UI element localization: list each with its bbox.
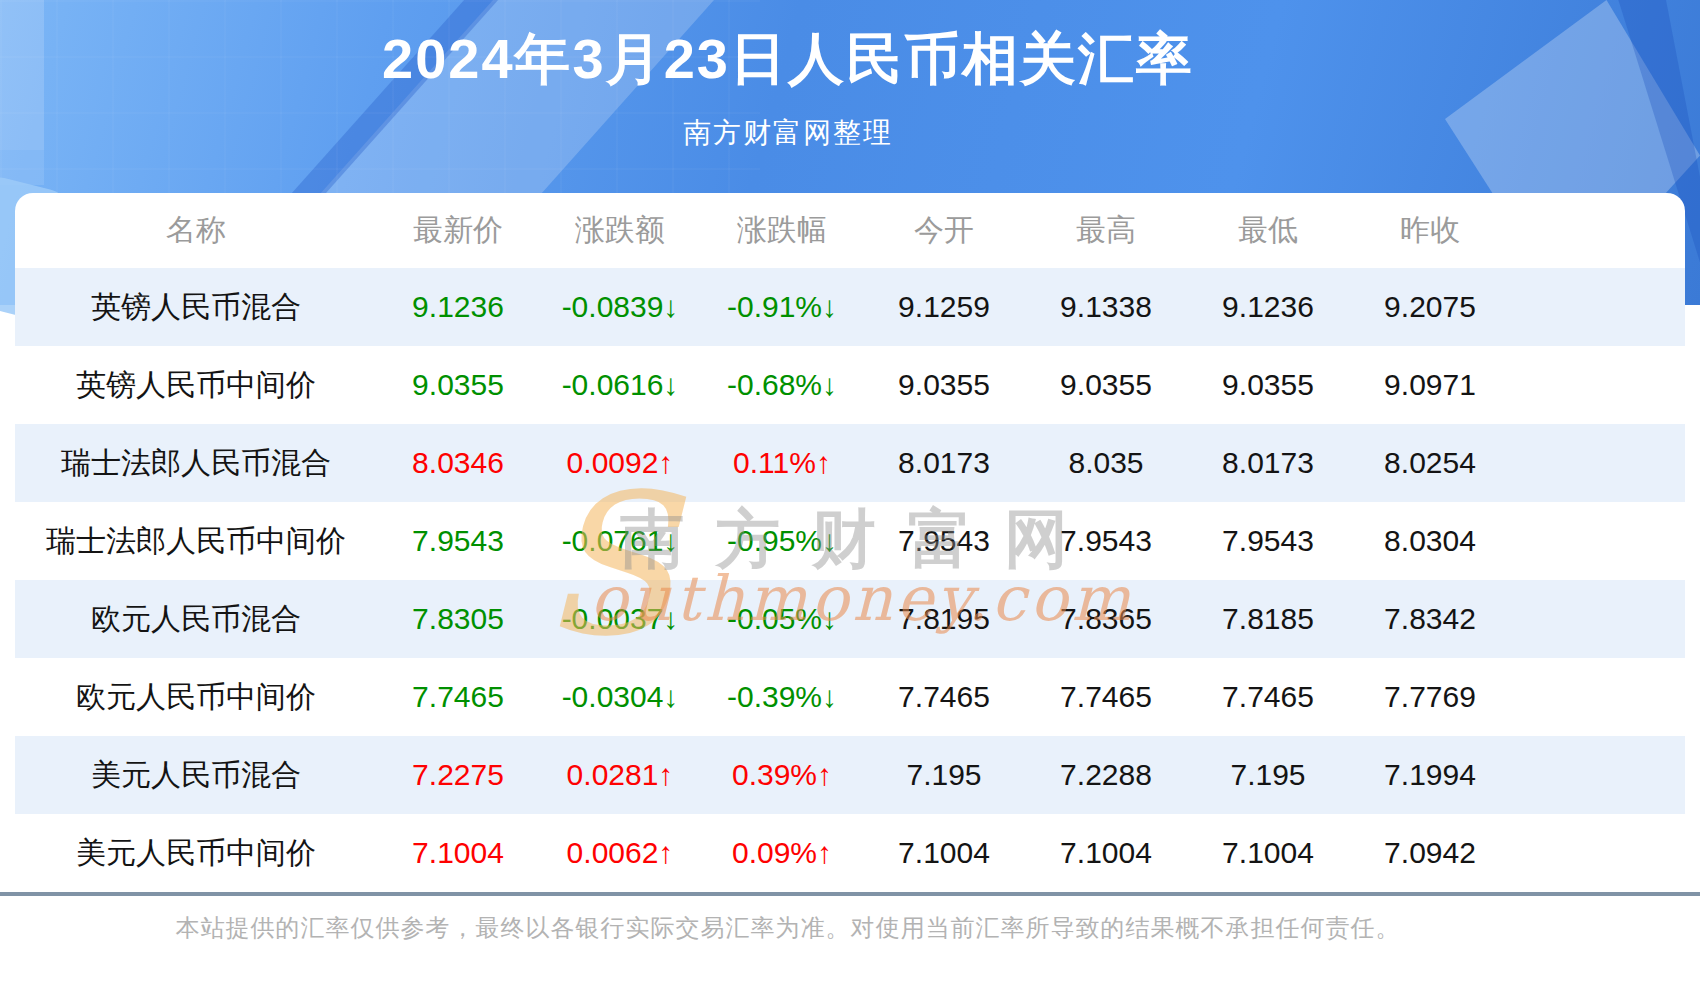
cell-change-pct: -0.39%↓ <box>701 658 863 736</box>
cell-low: 9.0355 <box>1187 346 1349 424</box>
cell-name: 欧元人民币混合 <box>15 580 377 658</box>
cell-open: 9.0355 <box>863 346 1025 424</box>
cell-prev-close: 9.0971 <box>1349 346 1511 424</box>
cell-open: 7.7465 <box>863 658 1025 736</box>
table-row: 英镑人民币混合9.1236-0.0839↓-0.91%↓9.12599.1338… <box>15 268 1685 346</box>
column-header-name: 名称 <box>15 193 377 268</box>
cell-change: -0.0761↓ <box>539 502 701 580</box>
cell-name: 美元人民币混合 <box>15 736 377 814</box>
cell-change-pct: -0.91%↓ <box>701 268 863 346</box>
cell-latest: 9.1236 <box>377 268 539 346</box>
cell-open: 8.0173 <box>863 424 1025 502</box>
cell-change: -0.0304↓ <box>539 658 701 736</box>
column-header-change-pct: 涨跌幅 <box>701 193 863 268</box>
cell-spacer <box>1511 736 1685 814</box>
cell-low: 7.8185 <box>1187 580 1349 658</box>
cell-name: 瑞士法郎人民币中间价 <box>15 502 377 580</box>
cell-low: 7.9543 <box>1187 502 1349 580</box>
cell-change: 0.0092↑ <box>539 424 701 502</box>
cell-name: 欧元人民币中间价 <box>15 658 377 736</box>
cell-open: 7.195 <box>863 736 1025 814</box>
cell-prev-close: 7.1994 <box>1349 736 1511 814</box>
table-row: 瑞士法郎人民币混合8.03460.0092↑0.11%↑8.01738.0358… <box>15 424 1685 502</box>
table-body: 英镑人民币混合9.1236-0.0839↓-0.91%↓9.12599.1338… <box>15 268 1685 892</box>
cell-latest: 7.7465 <box>377 658 539 736</box>
cell-name: 英镑人民币中间价 <box>15 346 377 424</box>
column-header-change: 涨跌额 <box>539 193 701 268</box>
cell-spacer <box>1511 580 1685 658</box>
page-subtitle: 南方财富网整理 <box>0 114 1576 152</box>
cell-latest: 8.0346 <box>377 424 539 502</box>
cell-prev-close: 8.0254 <box>1349 424 1511 502</box>
table-row: 欧元人民币中间价7.7465-0.0304↓-0.39%↓7.74657.746… <box>15 658 1685 736</box>
column-header-latest: 最新价 <box>377 193 539 268</box>
cell-spacer <box>1511 814 1685 892</box>
table-header-row: 名称 最新价 涨跌额 涨跌幅 今开 最高 最低 昨收 <box>15 193 1685 268</box>
cell-low: 7.7465 <box>1187 658 1349 736</box>
column-header-prev-close: 昨收 <box>1349 193 1511 268</box>
cell-latest: 9.0355 <box>377 346 539 424</box>
table-row: 瑞士法郎人民币中间价7.9543-0.0761↓-0.95%↓7.95437.9… <box>15 502 1685 580</box>
cell-change-pct: -0.68%↓ <box>701 346 863 424</box>
cell-spacer <box>1511 346 1685 424</box>
cell-change-pct: -0.05%↓ <box>701 580 863 658</box>
cell-change-pct: -0.95%↓ <box>701 502 863 580</box>
cell-latest: 7.9543 <box>377 502 539 580</box>
column-header-low: 最低 <box>1187 193 1349 268</box>
cell-spacer <box>1511 502 1685 580</box>
footer-disclaimer: 本站提供的汇率仅供参考，最终以各银行实际交易汇率为准。对使用当前汇率所导致的结果… <box>0 912 1576 944</box>
cell-high: 7.9543 <box>1025 502 1187 580</box>
cell-low: 7.1004 <box>1187 814 1349 892</box>
cell-prev-close: 8.0304 <box>1349 502 1511 580</box>
cell-latest: 7.1004 <box>377 814 539 892</box>
cell-change: 0.0062↑ <box>539 814 701 892</box>
cell-high: 7.1004 <box>1025 814 1187 892</box>
cell-low: 7.195 <box>1187 736 1349 814</box>
cell-high: 7.7465 <box>1025 658 1187 736</box>
cell-change: -0.0037↓ <box>539 580 701 658</box>
cell-change-pct: 0.39%↑ <box>701 736 863 814</box>
cell-high: 7.2288 <box>1025 736 1187 814</box>
column-header-spacer <box>1511 193 1685 268</box>
column-header-high: 最高 <box>1025 193 1187 268</box>
cell-latest: 7.2275 <box>377 736 539 814</box>
cell-prev-close: 7.7769 <box>1349 658 1511 736</box>
cell-name: 瑞士法郎人民币混合 <box>15 424 377 502</box>
cell-high: 8.035 <box>1025 424 1187 502</box>
cell-name: 美元人民币中间价 <box>15 814 377 892</box>
cell-change-pct: 0.09%↑ <box>701 814 863 892</box>
cell-high: 9.0355 <box>1025 346 1187 424</box>
cell-spacer <box>1511 268 1685 346</box>
cell-change: -0.0839↓ <box>539 268 701 346</box>
cell-open: 7.1004 <box>863 814 1025 892</box>
cell-low: 8.0173 <box>1187 424 1349 502</box>
cell-prev-close: 7.0942 <box>1349 814 1511 892</box>
page: 2024年3月23日人民币相关汇率 南方财富网整理 名称 最新价 涨跌额 涨跌幅… <box>0 0 1700 1000</box>
cell-latest: 7.8305 <box>377 580 539 658</box>
rates-table-card: 名称 最新价 涨跌额 涨跌幅 今开 最高 最低 昨收 英镑人民币混合9.1236… <box>15 193 1685 892</box>
cell-change: -0.0616↓ <box>539 346 701 424</box>
cell-low: 9.1236 <box>1187 268 1349 346</box>
cell-prev-close: 9.2075 <box>1349 268 1511 346</box>
cell-open: 9.1259 <box>863 268 1025 346</box>
cell-open: 7.8195 <box>863 580 1025 658</box>
cell-change: 0.0281↑ <box>539 736 701 814</box>
cell-high: 7.8365 <box>1025 580 1187 658</box>
page-title: 2024年3月23日人民币相关汇率 <box>0 22 1576 98</box>
table-row: 美元人民币混合7.22750.0281↑0.39%↑7.1957.22887.1… <box>15 736 1685 814</box>
cell-change-pct: 0.11%↑ <box>701 424 863 502</box>
table-row: 欧元人民币混合7.8305-0.0037↓-0.05%↓7.81957.8365… <box>15 580 1685 658</box>
rates-table: 名称 最新价 涨跌额 涨跌幅 今开 最高 最低 昨收 英镑人民币混合9.1236… <box>15 193 1685 892</box>
footer-divider <box>0 892 1700 896</box>
table-row: 美元人民币中间价7.10040.0062↑0.09%↑7.10047.10047… <box>15 814 1685 892</box>
cell-prev-close: 7.8342 <box>1349 580 1511 658</box>
table-row: 英镑人民币中间价9.0355-0.0616↓-0.68%↓9.03559.035… <box>15 346 1685 424</box>
cell-spacer <box>1511 658 1685 736</box>
cell-high: 9.1338 <box>1025 268 1187 346</box>
column-header-open: 今开 <box>863 193 1025 268</box>
cell-name: 英镑人民币混合 <box>15 268 377 346</box>
cell-open: 7.9543 <box>863 502 1025 580</box>
cell-spacer <box>1511 424 1685 502</box>
